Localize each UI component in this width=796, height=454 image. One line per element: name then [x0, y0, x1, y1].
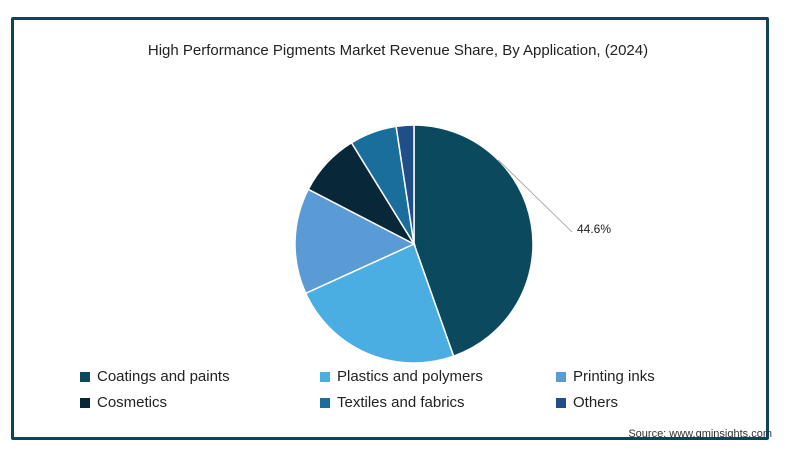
- legend-item: Printing inks: [556, 368, 655, 385]
- legend-swatch: [80, 397, 90, 408]
- legend-item: Others: [556, 394, 618, 411]
- legend-item: Coatings and paints: [80, 368, 230, 385]
- pie-slice-others: [395, 124, 415, 245]
- legend-item: Cosmetics: [80, 394, 167, 411]
- legend-swatch: [556, 371, 566, 382]
- legend-label: Textiles and fabrics: [337, 394, 465, 411]
- legend-swatch: [556, 397, 566, 408]
- pie-slice-plastics-and-polymers: [304, 242, 455, 364]
- source-note: Source: www.gminsights.com: [628, 428, 772, 440]
- data-label-leader-line: [497, 159, 573, 233]
- data-label: 44.6%: [577, 222, 611, 236]
- legend-item: Plastics and polymers: [320, 368, 483, 385]
- legend-label: Plastics and polymers: [337, 368, 483, 385]
- legend-swatch: [320, 397, 330, 408]
- pie-slice-printing-inks: [294, 188, 416, 295]
- legend-item: Textiles and fabrics: [320, 394, 465, 411]
- legend-label: Printing inks: [573, 368, 655, 385]
- legend-swatch: [320, 371, 330, 382]
- chart-title: High Performance Pigments Market Revenue…: [147, 42, 649, 59]
- legend-label: Others: [573, 394, 619, 411]
- legend-swatch: [80, 371, 90, 382]
- pie-slice-coatings-and-paints: [413, 124, 534, 358]
- legend-label: Coatings and paints: [97, 368, 230, 385]
- legend-label: Cosmetics: [97, 394, 168, 411]
